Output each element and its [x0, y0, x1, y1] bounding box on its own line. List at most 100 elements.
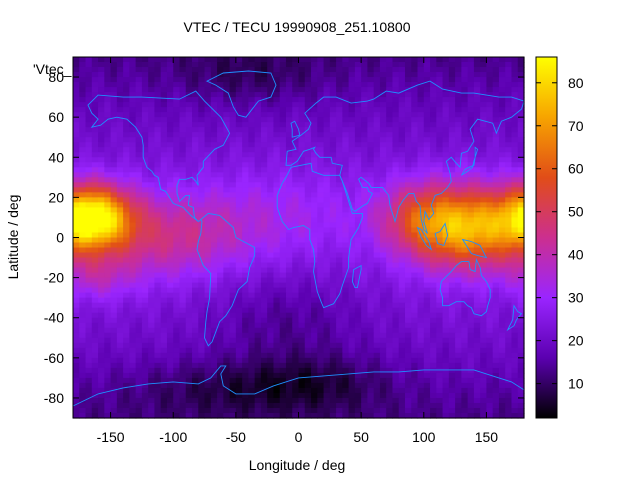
heatmap-cell: [461, 297, 469, 304]
heatmap-cell: [373, 147, 381, 153]
heatmap-cell: [210, 177, 218, 183]
heatmap-cell: [129, 367, 137, 374]
heatmap-cell: [235, 302, 243, 309]
heatmap-cell: [285, 217, 293, 224]
heatmap-cell: [160, 262, 168, 269]
heatmap-cell: [204, 242, 212, 249]
heatmap-cell: [173, 192, 181, 198]
heatmap-cell: [85, 312, 93, 319]
heatmap-cell: [329, 117, 337, 123]
heatmap-cell: [123, 352, 130, 359]
heatmap-cell: [141, 92, 149, 98]
heatmap-cell: [304, 192, 312, 198]
heatmap-cell: [148, 167, 156, 173]
heatmap-cell: [304, 117, 312, 123]
heatmap-cell: [242, 297, 249, 304]
heatmap-cell: [342, 162, 350, 168]
heatmap-cell: [486, 302, 494, 309]
heatmap-cell: [398, 392, 406, 399]
heatmap-cell: [85, 272, 93, 279]
heatmap-cell: [473, 287, 481, 294]
heatmap-cell: [267, 282, 275, 289]
heatmap-cell: [492, 397, 500, 404]
heatmap-cell: [317, 127, 325, 133]
heatmap-cell: [298, 172, 306, 178]
heatmap-cell: [141, 317, 149, 324]
heatmap-cell: [210, 397, 218, 404]
heatmap-cell: [123, 337, 130, 344]
heatmap-cell: [398, 127, 406, 133]
heatmap-cell: [254, 297, 262, 304]
heatmap-cell: [455, 332, 462, 339]
heatmap-cell: [392, 317, 400, 324]
heatmap-cell: [292, 62, 300, 68]
heatmap-cell: [379, 162, 387, 168]
heatmap-cell: [411, 97, 419, 103]
heatmap-cell: [417, 197, 425, 203]
heatmap-cell: [223, 337, 231, 344]
heatmap-cell: [461, 317, 469, 324]
heatmap-cell: [148, 162, 156, 168]
heatmap-cell: [141, 217, 149, 224]
heatmap-cell: [179, 262, 187, 269]
heatmap-cell: [392, 387, 400, 394]
heatmap-cell: [285, 247, 293, 254]
heatmap-cell: [104, 82, 112, 88]
heatmap-cell: [148, 137, 156, 143]
heatmap-cell: [223, 347, 231, 354]
heatmap-cell: [436, 347, 444, 354]
heatmap-cell: [455, 157, 462, 163]
heatmap-cell: [348, 342, 356, 349]
heatmap-cell: [298, 382, 306, 389]
heatmap-cell: [505, 197, 513, 203]
heatmap-cell: [79, 367, 87, 374]
heatmap-cell: [448, 172, 456, 178]
heatmap-cell: [329, 192, 337, 198]
heatmap-cell: [179, 107, 187, 113]
heatmap-cell: [342, 152, 350, 158]
heatmap-cell: [311, 122, 318, 128]
heatmap-cell: [423, 317, 431, 324]
heatmap-cell: [279, 397, 287, 404]
heatmap-cell: [498, 107, 506, 113]
heatmap-cell: [411, 162, 419, 168]
heatmap-cell: [492, 232, 500, 239]
heatmap-cell: [430, 262, 437, 269]
heatmap-cell: [204, 192, 212, 198]
heatmap-cell: [386, 67, 394, 73]
heatmap-cell: [392, 287, 400, 294]
heatmap-cell: [110, 302, 118, 309]
heatmap-cell: [386, 372, 394, 379]
heatmap-cell: [304, 77, 312, 83]
heatmap-cell: [442, 287, 450, 294]
heatmap-cell: [455, 277, 462, 284]
heatmap-cell: [304, 307, 312, 314]
heatmap-cell: [379, 212, 387, 219]
heatmap-cell: [386, 57, 394, 63]
heatmap-cell: [116, 92, 124, 98]
heatmap-cell: [298, 282, 306, 289]
heatmap-cell: [511, 167, 519, 173]
heatmap-cell: [242, 172, 249, 178]
heatmap-cell: [73, 172, 80, 178]
heatmap-cell: [292, 232, 300, 239]
heatmap-cell: [223, 217, 231, 224]
heatmap-cell: [173, 147, 181, 153]
heatmap-cell: [430, 97, 437, 103]
heatmap-cell: [210, 267, 218, 274]
heatmap-cell: [73, 232, 80, 239]
heatmap-cell: [517, 147, 525, 153]
heatmap-cell: [455, 282, 462, 289]
heatmap-cell: [154, 327, 162, 334]
heatmap-cell: [311, 137, 318, 143]
heatmap-cell: [467, 162, 475, 168]
heatmap-cell: [116, 152, 124, 158]
heatmap-cell: [411, 217, 419, 224]
heatmap-cell: [217, 272, 224, 279]
heatmap-cell: [235, 247, 243, 254]
heatmap-cell: [179, 162, 187, 168]
heatmap-cell: [392, 107, 400, 113]
heatmap-cell: [467, 122, 475, 128]
heatmap-cell: [298, 327, 306, 334]
heatmap-cell: [229, 272, 237, 279]
